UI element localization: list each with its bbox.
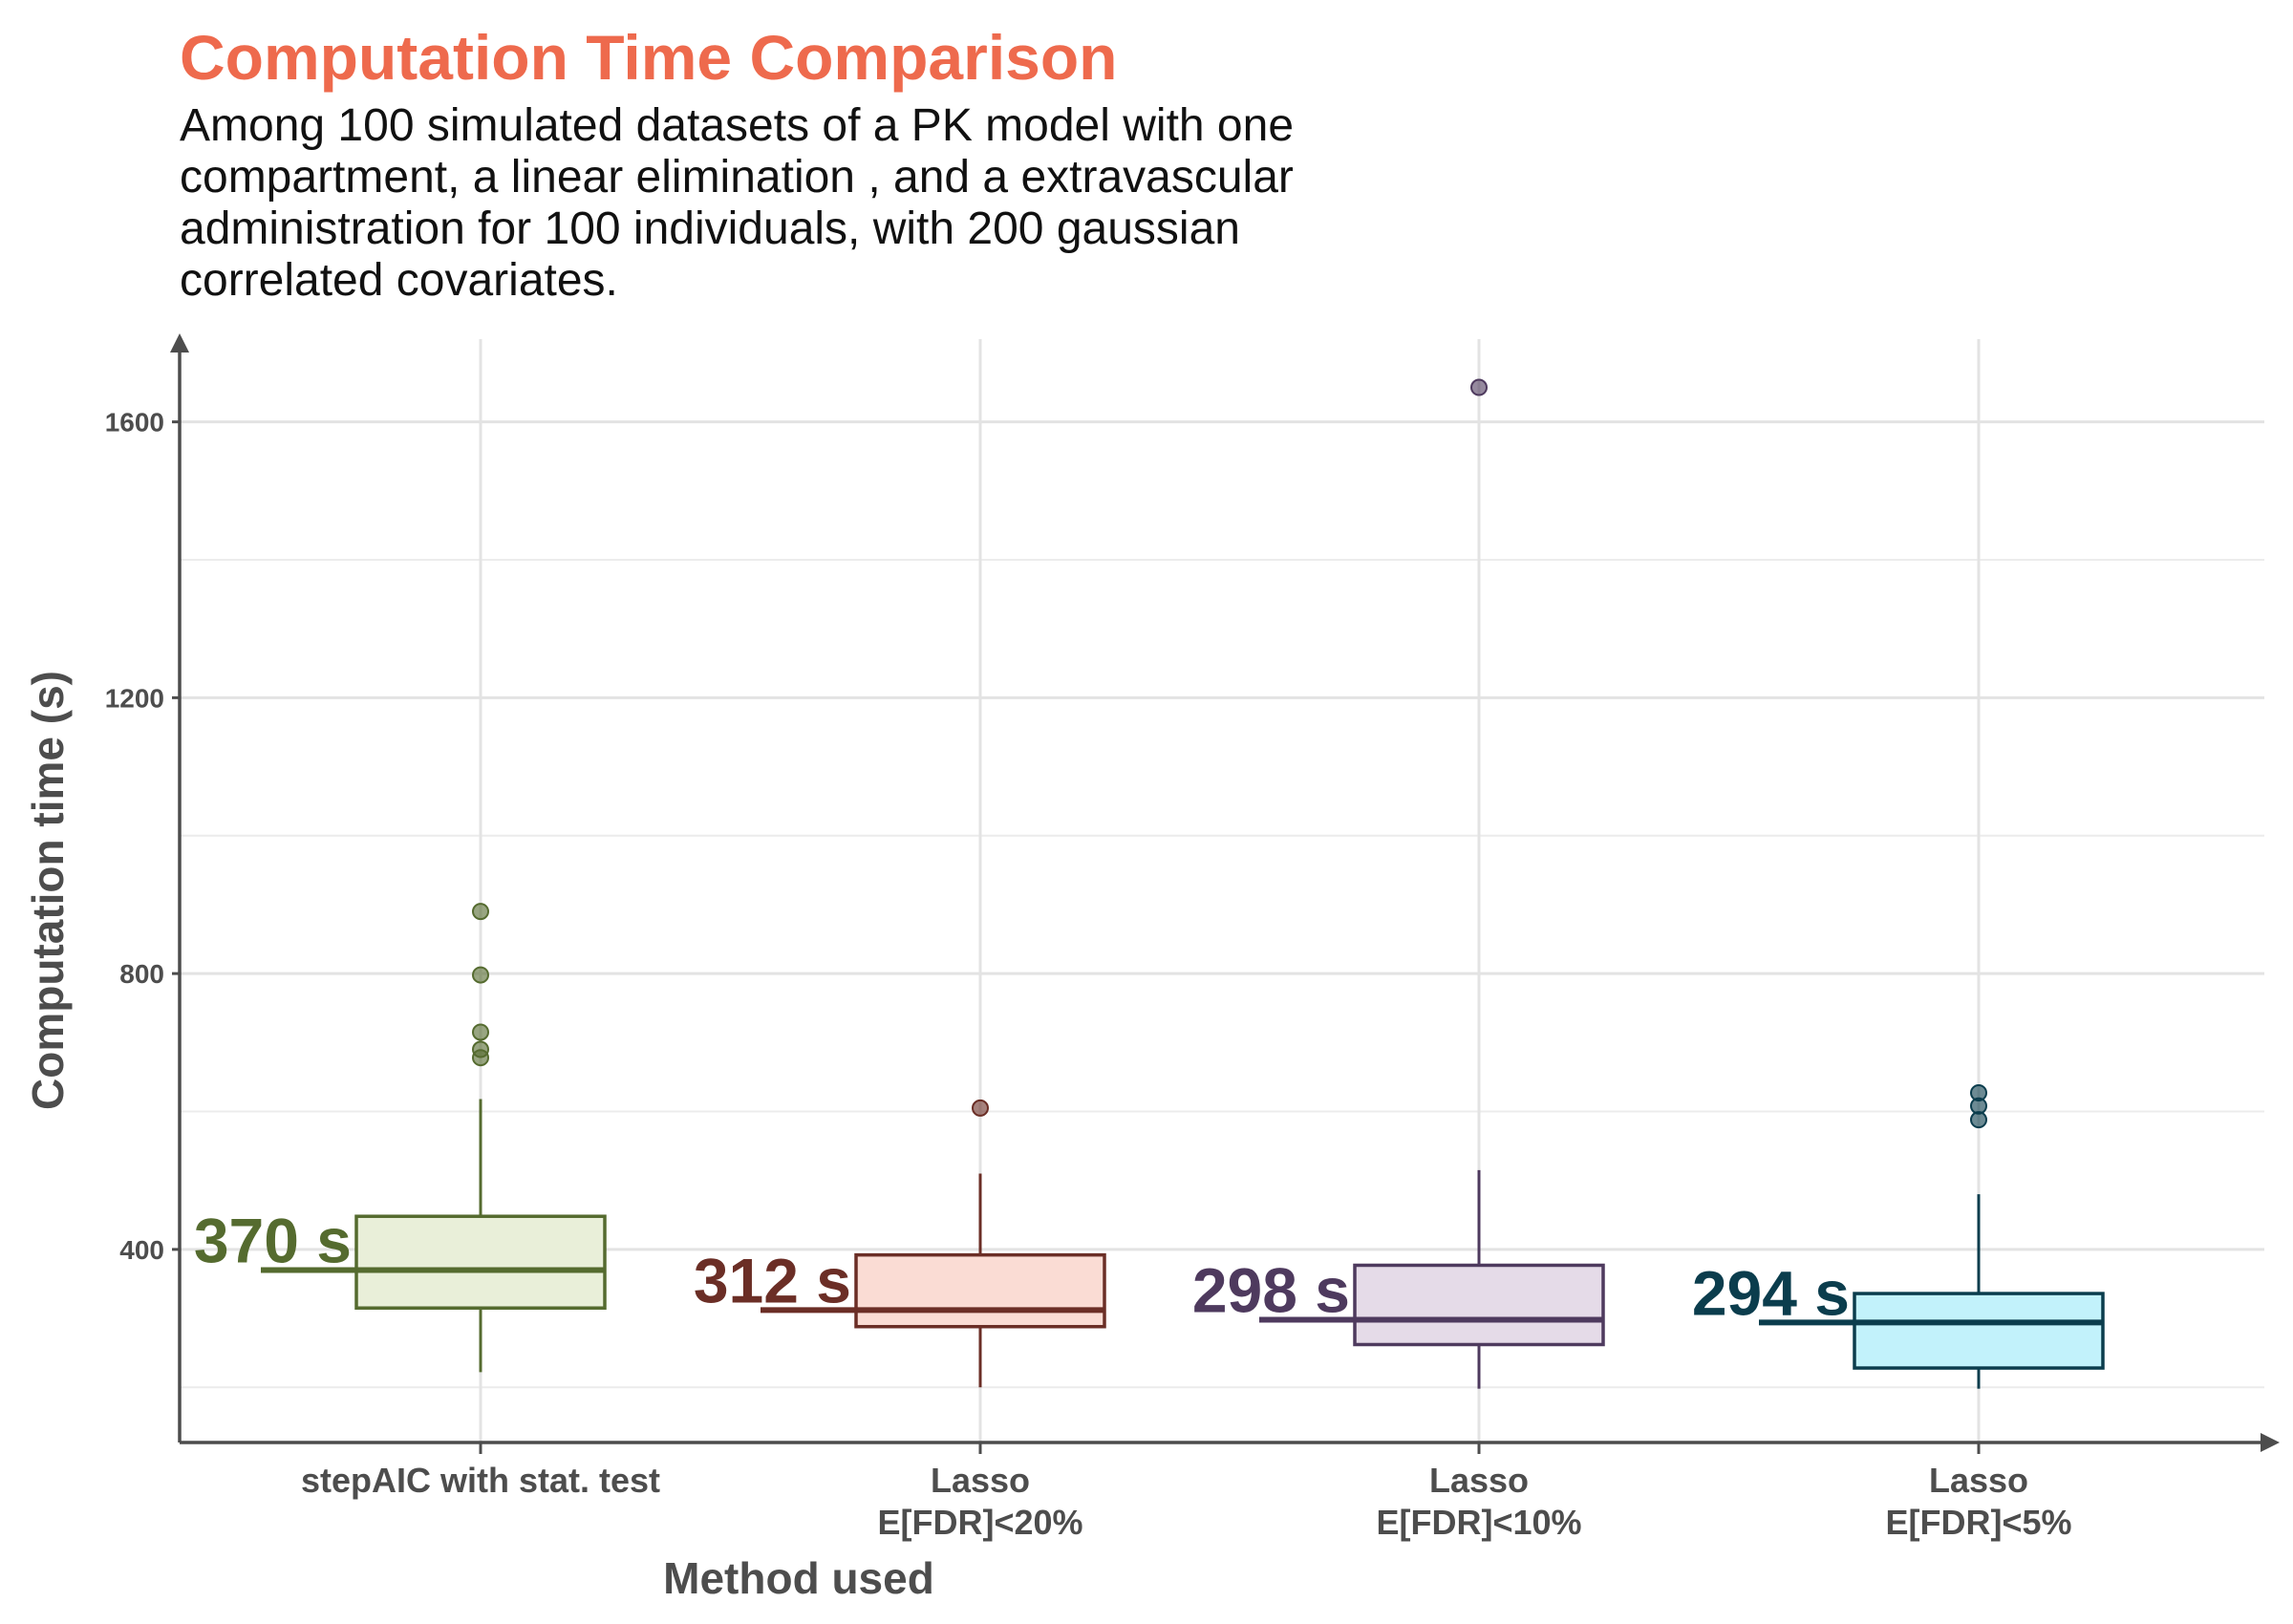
outlier-point (472, 1049, 489, 1067)
median-label: 298 s (1192, 1255, 1350, 1326)
x-axis-arrow (2261, 1433, 2280, 1452)
x-tick-label: E[FDR]<5% (1885, 1503, 2071, 1542)
median-label: 370 s (194, 1206, 352, 1276)
outlier-point (472, 903, 489, 921)
x-tick-label: E[FDR]<10% (1376, 1503, 1581, 1542)
chart-subtitle: Among 100 simulated datasets of a PK mod… (180, 100, 1295, 306)
y-axis-arrow (170, 333, 189, 353)
median-label: 294 s (1692, 1257, 1850, 1328)
x-tick-label: Lasso (1429, 1461, 1529, 1500)
outlier-point (972, 1099, 989, 1117)
y-tick-label: 800 (119, 959, 164, 989)
iqr-box (354, 1214, 607, 1310)
y-tick-label: 1200 (105, 683, 164, 713)
x-tick-label: E[FDR]<20% (877, 1503, 1082, 1542)
median-label: 312 s (694, 1245, 851, 1315)
x-tick-label: Lasso (1929, 1461, 2028, 1500)
x-tick-label: stepAIC with stat. test (301, 1461, 660, 1500)
y-tick-label: 1600 (105, 408, 164, 438)
y-axis-title: Computation time (s) (23, 671, 73, 1110)
x-axis-title: Method used (663, 1553, 934, 1603)
x-tick-label: Lasso (931, 1461, 1030, 1500)
iqr-box (1353, 1263, 1605, 1347)
y-tick-label: 400 (119, 1235, 164, 1265)
outlier-point (1470, 378, 1488, 396)
outlier-point (472, 1023, 489, 1041)
iqr-box (1853, 1292, 2105, 1370)
iqr-box (854, 1252, 1106, 1329)
chart-title: Computation Time Comparison (180, 22, 1118, 93)
outlier-point (1970, 1111, 1987, 1129)
outlier-point (472, 966, 489, 984)
